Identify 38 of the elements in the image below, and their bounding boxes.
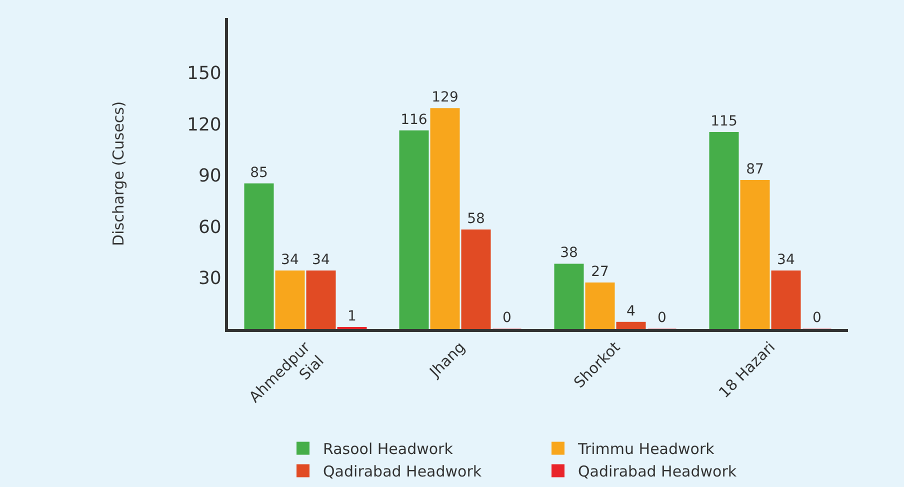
data-label: 0 (658, 310, 666, 326)
legend-label: Qadirabad Headwork (323, 462, 482, 481)
y-tick-label: 30 (198, 268, 222, 290)
data-label: 116 (400, 112, 428, 128)
bar (306, 270, 336, 330)
bar (430, 108, 460, 330)
data-label: 115 (710, 114, 738, 130)
data-label: 1 (348, 308, 356, 324)
bar (771, 270, 801, 330)
y-tick-label: 60 (198, 216, 222, 238)
legend-label: Qadirabad Headwork (578, 462, 737, 481)
data-label: 34 (281, 252, 299, 268)
data-label: 0 (502, 310, 512, 326)
bar (275, 270, 305, 330)
bar (585, 282, 615, 330)
bar (399, 130, 429, 330)
data-label: 58 (467, 211, 485, 228)
legend-label: Trimmu Headwork (577, 440, 715, 458)
data-label: 27 (591, 264, 609, 280)
data-label: 34 (777, 252, 795, 268)
data-label: 0 (812, 310, 822, 326)
y-tick-label: 150 (187, 63, 222, 84)
data-label: 129 (432, 90, 458, 106)
data-label: 87 (746, 161, 764, 178)
legend-label: Rasool Headwork (323, 440, 454, 458)
y-tick-label: 120 (187, 114, 222, 136)
data-label: 4 (626, 303, 636, 320)
bar (616, 322, 646, 330)
bar (461, 230, 491, 330)
data-label: 85 (250, 164, 268, 181)
bar (740, 180, 770, 330)
y-tick-label: 90 (198, 166, 222, 187)
bar (709, 132, 739, 330)
data-label: 38 (560, 245, 578, 262)
y-axis-title: Discharge (Cusecs) (109, 101, 128, 246)
bar (244, 183, 274, 330)
data-label: 34 (312, 252, 330, 268)
bar (554, 264, 584, 330)
